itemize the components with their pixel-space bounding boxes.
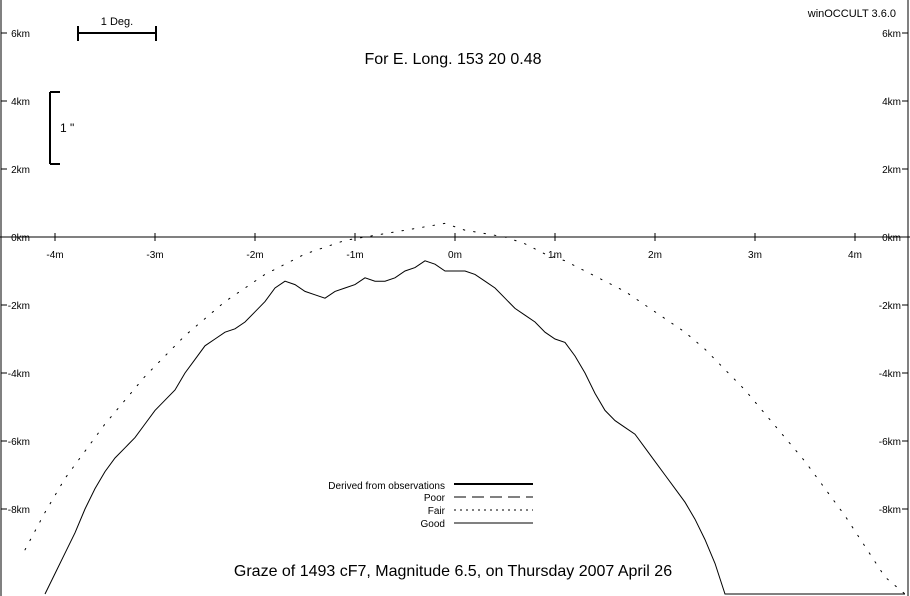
y-tick-label-left: 4km <box>11 97 30 108</box>
y-tick-label-right: -2km <box>879 301 901 312</box>
y-tick-label-left: 0km <box>11 233 30 244</box>
y-tick-label-right: 0km <box>882 233 901 244</box>
x-tick-label: 0m <box>448 250 462 261</box>
y-tick-label-right: 4km <box>882 97 901 108</box>
y-tick-label-right: -8km <box>879 505 901 516</box>
legend-label-good: Good <box>421 519 445 530</box>
legend-label-observations: Derived from observations <box>328 481 445 492</box>
arcsec-scale-bar: 1 " <box>49 91 74 165</box>
legend: Derived from observations Poor Fair Good <box>328 481 533 530</box>
y-tick-label-left: 2km <box>11 165 30 176</box>
subtitle: For E. Long. 153 20 0.48 <box>364 51 541 68</box>
x-tick-label: -4m <box>46 250 63 261</box>
y-tick-label-left: -8km <box>8 505 30 516</box>
x-tick-label: -3m <box>146 250 163 261</box>
y-tick-label-left: -4km <box>8 369 30 380</box>
y-tick-label-right: -6km <box>879 437 901 448</box>
x-tick-label: 4m <box>848 250 862 261</box>
version-label: winOCCULT 3.6.0 <box>807 8 896 20</box>
footer-title: Graze of 1493 cF7, Magnitude 6.5, on Thu… <box>234 563 672 580</box>
y-tick-label-right: 6km <box>882 29 901 40</box>
y-tick-label-left: 6km <box>11 29 30 40</box>
x-tick-label: -1m <box>346 250 363 261</box>
x-tick-label: 3m <box>748 250 762 261</box>
degree-scale-label: 1 Deg. <box>101 16 133 28</box>
series-layer <box>24 222 906 595</box>
series-fair <box>24 222 906 595</box>
y-tick-label-right: 2km <box>882 165 901 176</box>
legend-label-fair: Fair <box>428 506 446 517</box>
axis-ticks: -4m -3m -2m -1m 0m 1m 2m 3m 4m 6km 6km 4km 4km 2km 2km… <box>1 29 908 516</box>
legend-label-poor: Poor <box>424 493 446 504</box>
x-tick-label: -2m <box>246 250 263 261</box>
x-tick-label: 1m <box>548 250 562 261</box>
y-tick-label-right: -4km <box>879 369 901 380</box>
x-tick-label: 2m <box>648 250 662 261</box>
arcsec-scale-label: 1 " <box>60 121 74 135</box>
y-tick-label-left: -6km <box>8 437 30 448</box>
y-tick-label-left: -2km <box>8 301 30 312</box>
series-good <box>44 260 905 595</box>
degree-scale-bar: 1 Deg. <box>77 16 157 41</box>
